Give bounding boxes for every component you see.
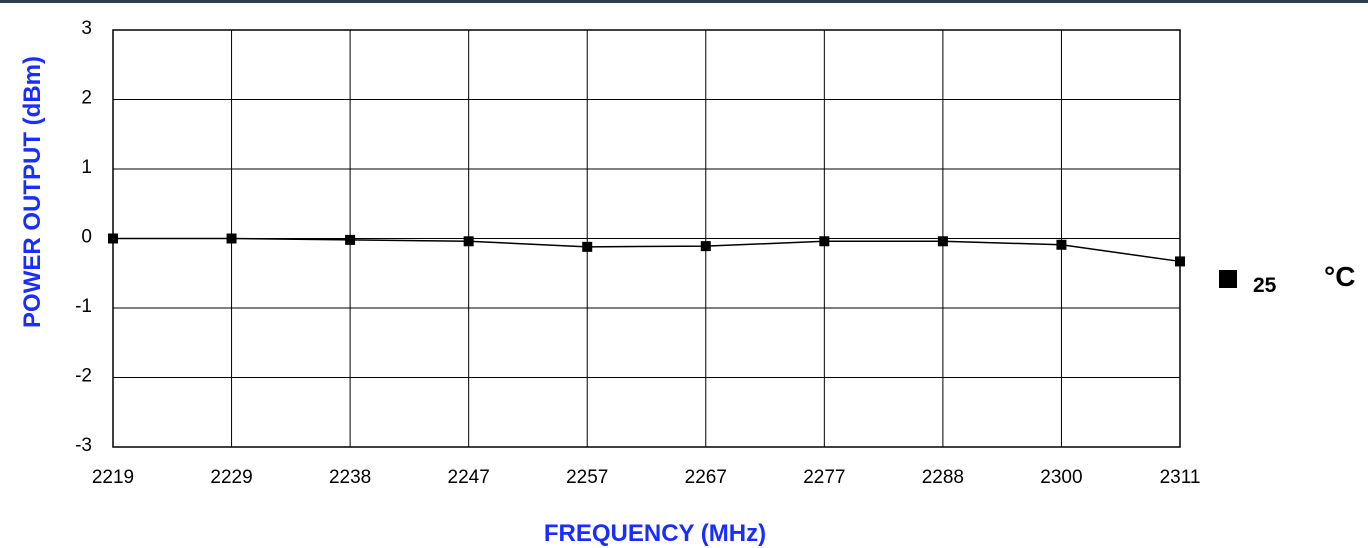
data-point xyxy=(108,233,118,244)
x-tick-label: 2257 xyxy=(566,467,608,488)
y-axis-title: POWER OUTPUT (dBm) xyxy=(19,56,46,328)
x-tick-labels: 2219 2229 2238 2247 2257 2267 2277 2288 2300 2311 xyxy=(92,467,1201,488)
x-axis-title: FREQUENCY (MHz) xyxy=(544,520,766,547)
legend-label: 25 xyxy=(1253,274,1277,297)
x-tick-label: 2288 xyxy=(922,467,964,488)
legend: 25 °C xyxy=(1219,261,1355,297)
y-tick-label: 2 xyxy=(81,88,92,109)
x-tick-label: 2267 xyxy=(685,467,727,488)
data-point xyxy=(345,234,356,245)
x-tick-label: 2311 xyxy=(1160,467,1201,488)
data-point xyxy=(1056,239,1067,250)
data-point xyxy=(937,236,948,247)
legend-unit: °C xyxy=(1324,261,1355,292)
series-layer xyxy=(108,233,1185,267)
y-tick-label: 3 xyxy=(81,18,92,39)
data-point xyxy=(226,233,237,244)
y-tick-label: -1 xyxy=(75,296,92,317)
data-point xyxy=(1175,256,1185,267)
y-tick-label: 1 xyxy=(81,157,92,178)
x-tick-label: 2300 xyxy=(1040,467,1082,488)
y-tick-label: 0 xyxy=(81,227,92,248)
x-tick-label: 2238 xyxy=(329,467,371,488)
data-point xyxy=(582,241,593,252)
data-point xyxy=(700,241,711,252)
data-point xyxy=(463,236,474,247)
y-tick-label: -2 xyxy=(75,366,92,387)
top-rule xyxy=(0,0,1368,3)
y-tick-labels: 3 2 1 0 -1 -2 -3 xyxy=(75,18,92,456)
x-tick-label: 2247 xyxy=(448,467,490,488)
legend-marker xyxy=(1219,270,1237,288)
series-line xyxy=(113,237,1181,263)
x-tick-label: 2277 xyxy=(803,467,845,488)
x-tick-label: 2229 xyxy=(210,467,252,488)
y-tick-label: -3 xyxy=(75,435,92,456)
x-tick-label: 2219 xyxy=(92,467,134,488)
data-point xyxy=(819,236,830,247)
